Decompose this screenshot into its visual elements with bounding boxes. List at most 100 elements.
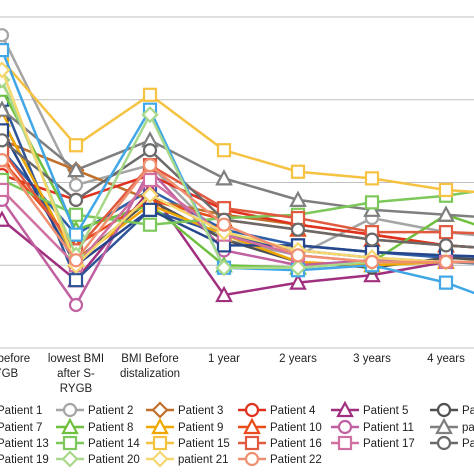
marker (216, 217, 232, 232)
legend-label: Patient 20 (88, 454, 140, 466)
x-tick-label: lowest BMI after S-RYGB (48, 353, 104, 395)
marker (215, 169, 233, 186)
marker (68, 273, 84, 288)
marker (438, 254, 454, 270)
legend-marker (336, 400, 354, 418)
marker (0, 100, 11, 117)
legend-marker (151, 417, 169, 435)
marker (141, 186, 159, 204)
line (1, 187, 474, 297)
legend-item: Patient 22 (238, 451, 322, 467)
legend-label: patient 12 (462, 422, 474, 434)
legend-label: Patient 6 (462, 405, 474, 417)
marker (68, 253, 84, 268)
legend-marker (62, 435, 78, 451)
marker (364, 195, 380, 210)
marker (142, 87, 158, 102)
legend-marker (244, 435, 260, 451)
legend-item: patient 12 (430, 417, 474, 435)
marker (68, 227, 84, 242)
marker (0, 133, 10, 148)
marker (437, 205, 455, 222)
legend-label: Patient 18 (462, 438, 474, 450)
legend-marker (244, 451, 260, 467)
x-tick-label: 4 years (427, 353, 465, 365)
legend-label: Patient 17 (363, 438, 415, 450)
legend-marker (151, 401, 169, 419)
marker (364, 171, 380, 186)
marker (0, 42, 10, 58)
legend-marker (62, 402, 78, 418)
marker (142, 172, 158, 188)
x-tick-label: 2 years (279, 353, 317, 365)
legend-item: Patient 9 (146, 417, 223, 435)
marker (290, 210, 306, 226)
legend-item: Patient 13 (0, 438, 49, 450)
marker (0, 210, 11, 227)
marker (67, 160, 85, 178)
legend-marker (152, 435, 168, 451)
legend-marker (61, 450, 79, 468)
legend-item: Patient 17 (331, 435, 415, 451)
legend-item: Patient 7 (0, 422, 42, 434)
legend-item: Patient 18 (430, 435, 474, 451)
line (1, 108, 474, 218)
legend-item: Patient 20 (56, 450, 140, 468)
legend-item: patient 21 (146, 450, 229, 468)
marker (0, 182, 10, 198)
marker (216, 201, 232, 216)
line (1, 178, 474, 226)
marker (142, 202, 158, 217)
legend-marker (61, 417, 79, 435)
marker (290, 164, 306, 179)
marker (0, 61, 11, 79)
legend-item: Patient 14 (56, 435, 140, 451)
line (1, 149, 474, 260)
legend-item: Patient 5 (331, 400, 408, 418)
legend-item: Patient 2 (56, 402, 133, 418)
legend-marker (337, 419, 353, 435)
series (0, 153, 474, 270)
marker (438, 225, 454, 240)
marker (289, 259, 307, 277)
legend-label: Patient 3 (178, 405, 223, 417)
marker (68, 177, 84, 193)
marker (438, 238, 454, 253)
legend-label: Patient 14 (88, 438, 140, 450)
legend-label: Patient 9 (178, 422, 223, 434)
marker (0, 153, 10, 168)
marker (438, 182, 454, 198)
line (1, 59, 474, 194)
series (0, 52, 474, 198)
marker (142, 143, 158, 158)
legend-marker (243, 417, 261, 435)
marker (0, 28, 10, 43)
legend-item: Patient 4 (238, 402, 316, 418)
marker (68, 192, 84, 207)
legend-label: Patient 15 (178, 438, 230, 450)
legend-label: Patient 10 (270, 422, 322, 434)
marker (215, 259, 233, 277)
x-tick-label: 1 year (208, 353, 240, 365)
line (0, 149, 474, 253)
legend-label: Patient 1 (0, 405, 42, 417)
marker (364, 232, 380, 247)
legend-marker (244, 402, 260, 418)
line (1, 139, 474, 249)
legend-item: Patient 6 (430, 402, 474, 418)
legend-label: Patient 13 (0, 438, 49, 450)
marker (142, 158, 158, 173)
marker (289, 190, 307, 207)
x-tick-label: BMI beforeRYGB (0, 353, 30, 380)
legend-label: Patient 11 (363, 422, 414, 434)
legend-marker (436, 402, 452, 418)
series (0, 100, 474, 222)
x-tick-label: BMI Before distalization (120, 353, 180, 380)
legend-label: Patient 22 (270, 454, 322, 466)
legend-label: patient 21 (178, 454, 229, 466)
legend-marker (151, 450, 169, 468)
marker (364, 254, 380, 270)
line (0, 159, 474, 264)
marker (216, 143, 232, 158)
